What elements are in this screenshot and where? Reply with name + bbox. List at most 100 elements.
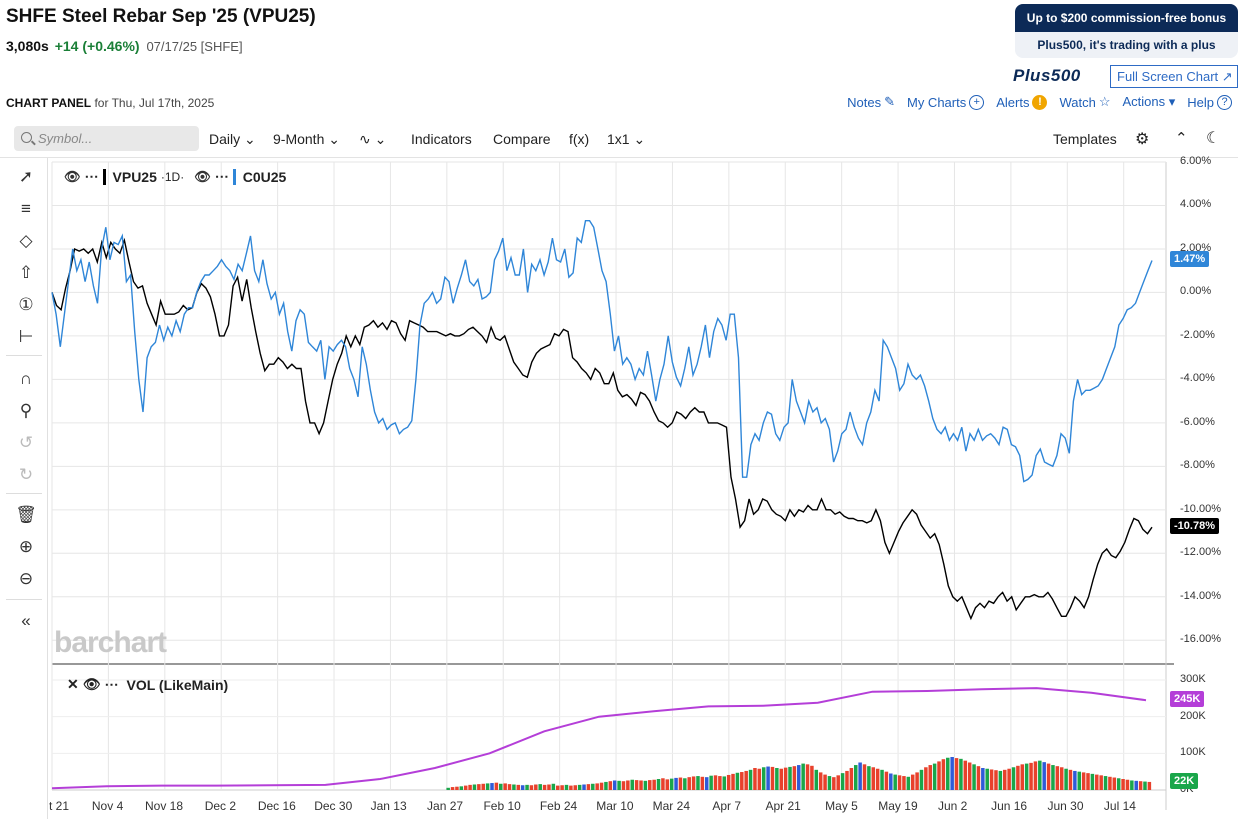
series-line-c0u25 (51, 219, 1153, 483)
actions-menu[interactable]: Actions ▾ (1122, 94, 1175, 110)
indicators-button[interactable]: Indicators (411, 131, 472, 147)
collapse-icon[interactable]: ⌃ (1175, 130, 1188, 147)
legend-c0u[interactable]: C0U25 (242, 168, 287, 185)
volume-bar (1095, 774, 1099, 790)
x-tick-label: t 21 (49, 799, 70, 813)
full-screen-chart-button[interactable]: Full Screen Chart ↗ (1110, 65, 1238, 88)
volume-bar (1055, 766, 1060, 790)
volume-bar (1007, 768, 1011, 790)
volume-bar (867, 766, 871, 790)
eye-icon[interactable]: 👁 (194, 168, 211, 184)
line-tool-icon[interactable]: ➚ (18, 167, 34, 186)
legend-vpu[interactable]: VPU25 (112, 168, 157, 185)
x-tick-label: Mar 10 (596, 799, 634, 813)
volume-bar (481, 783, 485, 790)
volume-bar (797, 765, 801, 790)
volume-bar (994, 770, 998, 790)
volume-bar (950, 757, 954, 790)
volume-bar (1099, 775, 1103, 790)
volume-bar (696, 776, 700, 790)
watch-button[interactable]: Watch ☆ (1059, 94, 1110, 110)
my-charts-button[interactable]: My Charts + (907, 94, 985, 110)
c0u-swatch (232, 168, 236, 185)
dark-mode-icon[interactable]: ☾ (1206, 130, 1221, 147)
volume-bar (954, 758, 959, 790)
interval-dropdown[interactable]: Daily ⌄ (209, 131, 256, 147)
more-icon[interactable]: ⋯ (214, 168, 229, 184)
range-dropdown[interactable]: 9-Month ⌄ (273, 131, 340, 147)
volume-tick-label: 200K (1180, 709, 1206, 722)
unlock-icon[interactable]: ⚲ (19, 401, 33, 420)
collapse-rail-icon[interactable]: « (21, 611, 31, 630)
close-icon[interactable]: ✕ (67, 676, 79, 692)
arrow-tool-icon[interactable]: ⇧ (18, 263, 34, 282)
volume-bar (862, 764, 867, 790)
x-tick-label: Feb 24 (539, 799, 578, 813)
shape-tool-icon[interactable]: ◇ (19, 231, 33, 250)
volume-bar (897, 775, 902, 790)
volume-bar (1077, 771, 1082, 790)
promo-banner[interactable]: Up to $200 commission-free bonus Plus500… (1015, 4, 1238, 58)
redo-icon[interactable]: ↻ (18, 465, 34, 484)
volume-bar (932, 763, 937, 790)
volume-bar (499, 783, 503, 790)
volume-bar (731, 773, 735, 790)
help-button[interactable]: Help ? (1187, 94, 1232, 110)
volume-bar (459, 786, 464, 790)
alerts-button[interactable]: Alerts ! (996, 94, 1048, 110)
volume-bar (1051, 765, 1055, 790)
volume-tick-label: 300K (1180, 673, 1206, 685)
rail-divider (6, 355, 42, 356)
volume-bar (1121, 779, 1125, 790)
more-icon[interactable]: ⋯ (104, 676, 119, 692)
legend-volume: VOL (LikeMain) (126, 676, 229, 693)
zoom-in-icon[interactable]: ⊕ (18, 537, 34, 556)
trash-icon[interactable]: 🗑 (15, 505, 37, 524)
volume-bar (836, 775, 840, 790)
layout-dropdown[interactable]: 1x1 ⌄ (607, 131, 646, 147)
volume-bar (788, 766, 792, 790)
page-title: SHFE Steel Rebar Sep '25 (VPU25) (6, 6, 316, 27)
rail-divider (6, 599, 42, 600)
volume-bar (691, 776, 696, 790)
volume-bar (937, 761, 941, 790)
x-tick-label: May 5 (825, 799, 858, 813)
notes-button[interactable]: Notes ✎ (847, 94, 895, 110)
volume-bar (630, 779, 634, 790)
plus500-logo[interactable]: Plus500 (1013, 66, 1081, 85)
volume-bar (801, 763, 805, 790)
more-icon[interactable]: ⋯ (84, 168, 99, 184)
volume-bar (1042, 762, 1046, 790)
volume-bar (577, 784, 582, 790)
function-button[interactable]: f(x) (569, 131, 590, 147)
volume-bar (604, 781, 608, 790)
volume-bar (534, 784, 538, 790)
volume-bar (687, 777, 691, 790)
volume-bar (1134, 780, 1138, 790)
zoom-out-icon[interactable]: ⊖ (18, 569, 34, 588)
series-line-vpu25 (51, 237, 1153, 621)
magnet-icon[interactable]: ∩ (19, 369, 33, 388)
templates-button[interactable]: Templates (1053, 131, 1117, 147)
eye-icon[interactable]: 👁 (64, 168, 81, 184)
volume-bar (1147, 781, 1152, 790)
volume-bar (858, 762, 862, 790)
volume-bar (1081, 772, 1086, 790)
volume-bar (547, 784, 551, 790)
volume-bar (643, 780, 648, 790)
eye-icon[interactable]: 👁 (82, 676, 101, 692)
settings-gear-icon[interactable]: ⚙ (1135, 131, 1150, 148)
volume-bar (573, 785, 578, 790)
volume-bar (889, 773, 893, 790)
measure-tool-icon[interactable]: ⊢ (18, 327, 34, 346)
y-tick-label: -4.00% (1180, 372, 1215, 385)
fib-tool-icon[interactable]: ≡ (21, 199, 31, 218)
symbol-search-input[interactable]: Symbol... (14, 126, 199, 151)
volume-bar (477, 784, 481, 790)
annotation-tool-icon[interactable]: ① (18, 295, 34, 314)
chart-style-dropdown[interactable]: ∿ ⌄ (359, 131, 387, 147)
compare-button[interactable]: Compare (493, 131, 551, 147)
volume-bar (678, 777, 683, 790)
x-tick-label: Dec 30 (314, 799, 353, 813)
undo-icon[interactable]: ↺ (18, 433, 34, 452)
